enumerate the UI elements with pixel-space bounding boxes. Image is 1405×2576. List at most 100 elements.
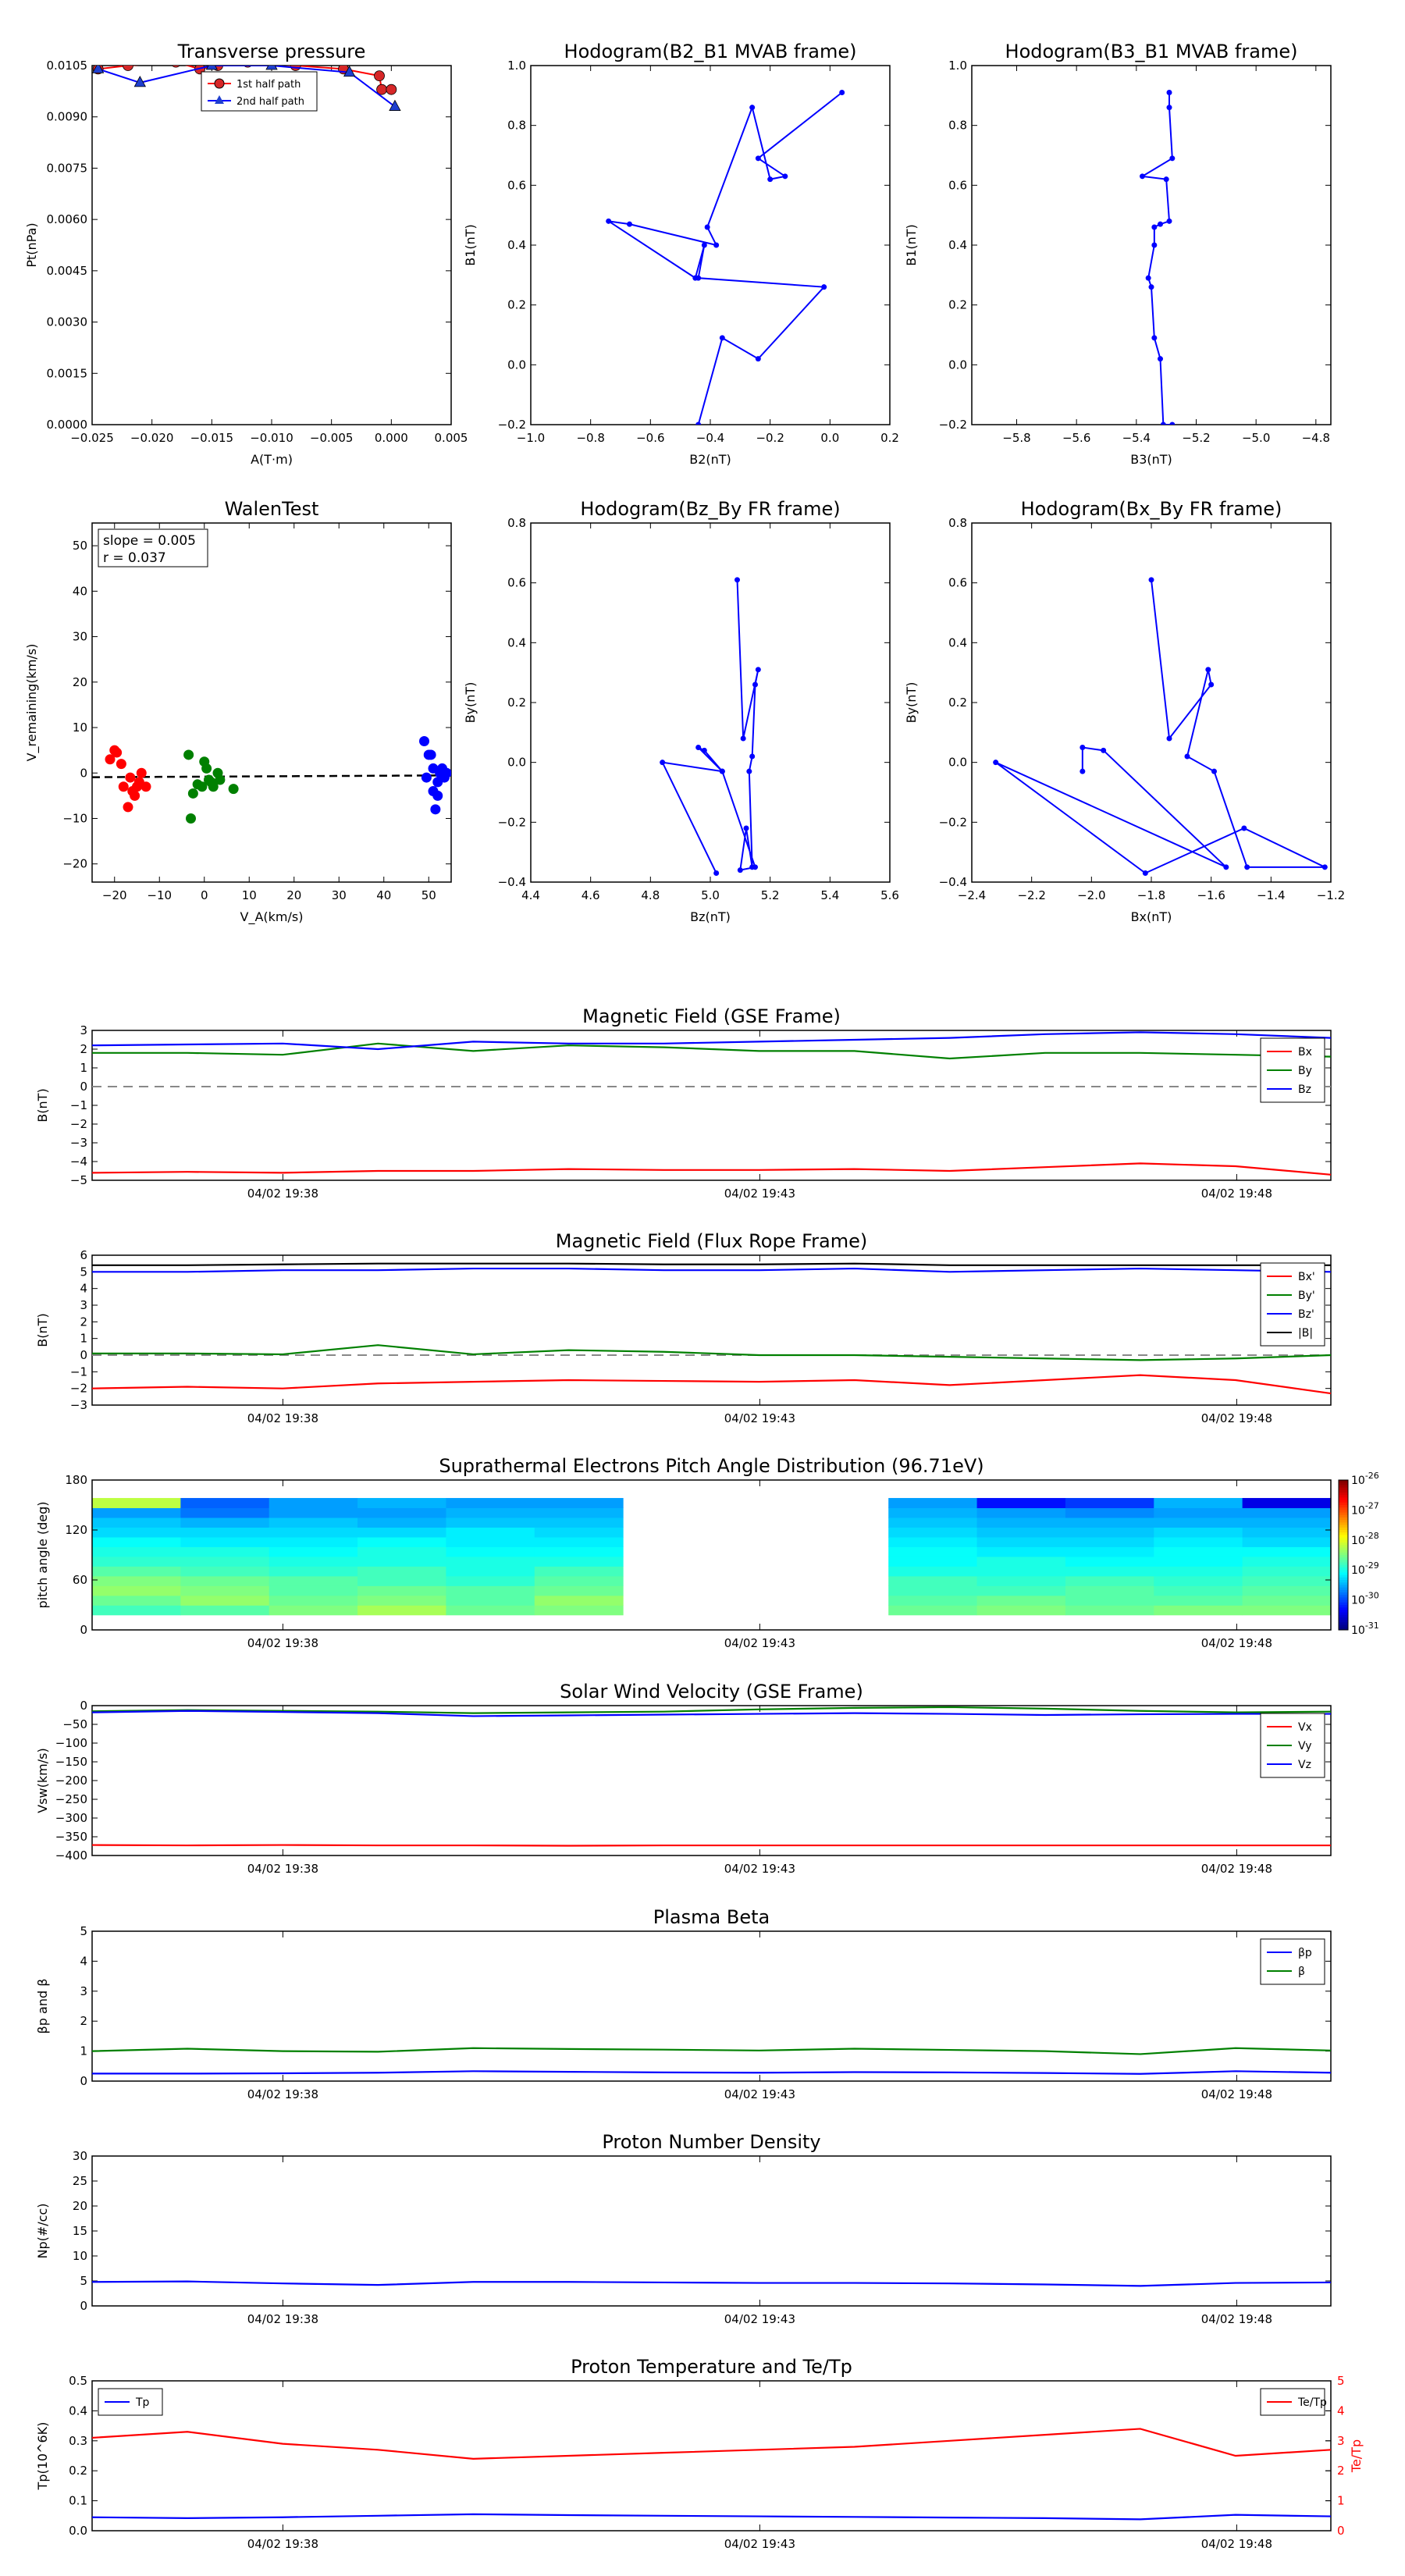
vsw-ytick-label: −200 [55, 1774, 87, 1788]
pad-cell [357, 1605, 446, 1616]
pad-ytick-label: 60 [73, 1573, 87, 1587]
h3-ytick-label: −0.2 [498, 815, 526, 829]
h1-point [782, 173, 788, 180]
np-ylabel: Np(#/cc) [35, 2204, 50, 2259]
pad-colorbar-segment [1339, 1555, 1348, 1558]
pad-colorbar-segment [1339, 1567, 1348, 1571]
pad-cell [976, 1536, 1066, 1547]
pad-colorbar-segment [1339, 1517, 1348, 1521]
walen-xlabel: V_A(km/s) [240, 909, 304, 925]
h2-ytick-label: 0.4 [948, 238, 967, 252]
pad-colorbar-label: 10-29 [1351, 1560, 1379, 1577]
pt-xtick-label: 0.005 [435, 431, 468, 445]
vsw-axes-frame [91, 1705, 1332, 1856]
h1-xtick-label: −0.6 [636, 431, 664, 445]
bgse-legend-entry: Bz [1298, 1083, 1311, 1096]
h4-point [1205, 667, 1211, 673]
h4-xtick-label: −1.6 [1197, 888, 1225, 902]
h1-point [821, 284, 827, 290]
tp-ylabel-right: Te/Tp [1349, 2439, 1364, 2473]
walen-point [183, 749, 194, 760]
tp-ytick-right-label: 0 [1337, 2524, 1345, 2538]
pad-cell [446, 1575, 535, 1586]
pad-colorbar-segment [1339, 1560, 1348, 1564]
pad-time-tick-label: 04/02 19:38 [247, 1636, 318, 1650]
bfr-legend-entry: Bz' [1298, 1308, 1314, 1321]
tp-ytick-label: 0.2 [69, 2464, 87, 2478]
np-time-tick-label: 04/02 19:48 [1201, 2312, 1272, 2326]
h2-ytick-label: −0.2 [939, 418, 967, 432]
pad-colorbar-segment [1339, 1512, 1348, 1516]
pad-cell [357, 1566, 446, 1577]
h1-xtick-label: −0.2 [756, 431, 784, 445]
h4-ytick-label: 0.0 [948, 756, 967, 770]
pad-colorbar-segment [1339, 1537, 1348, 1541]
beta-time-tick-label: 04/02 19:48 [1201, 2087, 1272, 2101]
pad-colorbar-segment [1339, 1574, 1348, 1578]
pad-cell [1065, 1536, 1154, 1547]
pad-colorbar-segment [1339, 1530, 1348, 1533]
pad-cell [446, 1517, 535, 1528]
pad-cell [1154, 1507, 1243, 1518]
pad-cell [1065, 1507, 1154, 1518]
pad-cell [92, 1585, 181, 1596]
h2-point [1140, 173, 1145, 180]
h4-xlabel: Bx(nT) [1131, 909, 1172, 924]
tp-ytick-label: 0.5 [69, 2374, 87, 2388]
pad-cell [269, 1595, 358, 1606]
walen-point [123, 802, 133, 813]
walen-point [228, 784, 239, 795]
pad-cell [1065, 1605, 1154, 1616]
bgse-ylabel: B(nT) [35, 1088, 50, 1122]
pad-cell [534, 1575, 624, 1586]
h2-point [1145, 275, 1151, 281]
bfr-series-By [92, 1344, 1332, 1361]
h3-point [740, 735, 746, 742]
pad-colorbar-segment [1339, 1582, 1348, 1585]
h4-point [1148, 577, 1154, 583]
pad-cell [534, 1498, 624, 1509]
pad-cell [92, 1595, 181, 1606]
vsw-ytick-label: 0 [80, 1699, 87, 1713]
pad-cell [446, 1498, 535, 1509]
h2-point [1158, 221, 1163, 227]
h2-xtick-label: −5.2 [1182, 431, 1210, 445]
tp-axes-frame [91, 2380, 1332, 2532]
bgse-ytick-label: 3 [80, 1023, 87, 1037]
pad-colorbar-segment [1339, 1497, 1348, 1501]
pad-cell [1242, 1517, 1332, 1528]
h2-point [1151, 224, 1158, 230]
walen-annotation-slope: slope = 0.005 [103, 533, 196, 549]
h2-ytick-label: 0.0 [948, 358, 967, 372]
h3-ytick-label: 0.2 [507, 696, 526, 710]
pad-colorbar-segment [1339, 1602, 1348, 1606]
h2-point [1163, 176, 1169, 183]
walen-ylabel: V_remaining(km/s) [24, 644, 40, 762]
pad-colorbar-segment [1339, 1617, 1348, 1621]
vsw-series-Vx [91, 1844, 1331, 1847]
pt-point [123, 66, 133, 71]
h2-ytick-label: 0.2 [948, 298, 967, 312]
h4-point [1142, 870, 1148, 876]
h3-series-line-0 [660, 579, 759, 873]
pad-cell [888, 1556, 978, 1567]
bfr-series-Bx [91, 1374, 1332, 1395]
h1-ytick-label: 0.8 [507, 119, 526, 133]
h4-point [1101, 747, 1107, 753]
pad-colorbar-segment [1339, 1622, 1348, 1626]
pad-cell [976, 1605, 1066, 1616]
pad-colorbar-segment [1339, 1605, 1348, 1608]
pad-cell [92, 1517, 181, 1528]
walen-xtick-label: 40 [376, 888, 391, 902]
h1-xlabel: B2(nT) [689, 452, 731, 467]
pad-cell [180, 1605, 270, 1616]
pad-cell [1242, 1556, 1332, 1567]
np-ytick-label: 15 [73, 2224, 87, 2238]
bgse-time-tick-label: 04/02 19:38 [247, 1187, 318, 1201]
pt-point [265, 66, 278, 70]
pad-colorbar-label: 10-27 [1351, 1500, 1379, 1517]
h4-axes-frame [971, 522, 1332, 883]
walen-point [116, 759, 126, 770]
walen-point [441, 767, 451, 778]
h3-xtick-label: 5.0 [701, 888, 720, 902]
